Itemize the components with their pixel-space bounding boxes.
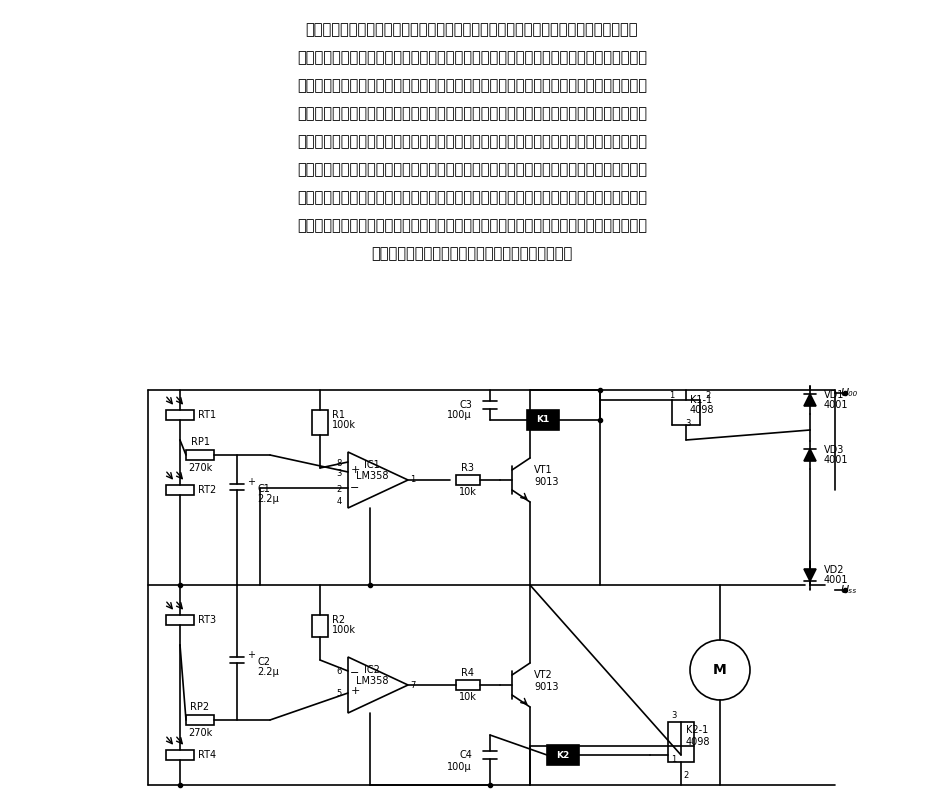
Text: 2: 2	[704, 390, 710, 399]
Text: IC1: IC1	[363, 460, 379, 470]
Text: 2.2μ: 2.2μ	[257, 667, 278, 677]
Text: 9013: 9013	[533, 477, 558, 487]
Text: 9013: 9013	[533, 682, 558, 692]
Bar	[456, 680, 480, 690]
Text: RP1: RP1	[191, 437, 210, 447]
Text: 3: 3	[336, 470, 342, 478]
Circle shape	[689, 640, 750, 700]
Text: 7: 7	[410, 681, 415, 690]
Text: −: −	[350, 668, 360, 678]
Text: C4: C4	[459, 750, 471, 760]
Text: 2.2μ: 2.2μ	[257, 494, 278, 504]
Text: 置四季全天候跟踪太阳。这里所介绍的控制电路也包括两个电压比较器，但设在其输入端的: 置四季全天候跟踪太阳。这里所介绍的控制电路也包括两个电压比较器，但设在其输入端的	[296, 134, 647, 149]
Text: 3: 3	[670, 710, 676, 719]
Text: R1: R1	[331, 410, 345, 420]
Text: Uₛₛ: Uₛₛ	[839, 585, 855, 595]
Bar	[667, 722, 693, 762]
Text: +: +	[350, 465, 360, 475]
Text: 270k: 270k	[188, 728, 211, 738]
Text: 器的上偏置电阻，另一只为下偏置电阻；一只检测太阳光照，另一只则检测环境光照，送至: 器的上偏置电阻，另一只为下偏置电阻；一只检测太阳光照，另一只则检测环境光照，送至	[296, 190, 647, 205]
Bar	[547, 745, 579, 765]
Text: LM358: LM358	[355, 471, 388, 481]
Text: C3: C3	[459, 400, 471, 410]
Text: VD3: VD3	[823, 445, 844, 455]
Text: 100μ: 100μ	[447, 410, 471, 420]
Text: VT1: VT1	[533, 465, 552, 475]
Polygon shape	[347, 452, 408, 508]
Polygon shape	[347, 657, 408, 713]
Text: 8: 8	[336, 459, 342, 469]
Text: RT2: RT2	[198, 485, 216, 495]
Text: VD2: VD2	[823, 565, 844, 575]
Text: 2: 2	[336, 486, 342, 494]
Text: RT3: RT3	[198, 615, 216, 625]
Text: U₀₀: U₀₀	[839, 388, 856, 398]
Bar	[312, 615, 328, 637]
Text: 3: 3	[684, 418, 690, 427]
Text: 5: 5	[336, 689, 342, 698]
Text: R3: R3	[461, 463, 474, 473]
Bar	[456, 475, 480, 485]
Text: R2: R2	[331, 615, 345, 625]
Polygon shape	[803, 394, 815, 406]
Polygon shape	[803, 569, 815, 581]
Text: +: +	[350, 686, 360, 696]
Text: 光敏传感器则分别由两只光敏电阻串联交叉组合而成。每一组两只光敏电阻中的一只为比较: 光敏传感器则分别由两只光敏电阻串联交叉组合而成。每一组两只光敏电阻中的一只为比较	[296, 162, 647, 177]
Text: 2: 2	[683, 770, 688, 779]
Text: K1-1: K1-1	[689, 395, 712, 405]
Text: 1: 1	[668, 390, 674, 399]
Text: 1: 1	[670, 755, 676, 765]
Text: 4098: 4098	[685, 737, 710, 747]
Text: 4001: 4001	[823, 455, 848, 465]
Text: 4001: 4001	[823, 575, 848, 585]
Text: 现有的太阳能自动跟踪控制器无外乎两种：一是使用一只光敏传感器与施密特触发器或: 现有的太阳能自动跟踪控制器无外乎两种：一是使用一只光敏传感器与施密特触发器或	[306, 22, 637, 37]
Bar	[166, 750, 194, 760]
Text: −: −	[350, 483, 360, 493]
Polygon shape	[803, 449, 815, 461]
Text: 6: 6	[336, 666, 342, 675]
Text: RT1: RT1	[198, 410, 216, 420]
Bar	[527, 410, 559, 430]
Text: RP2: RP2	[191, 702, 210, 712]
Text: +: +	[246, 650, 255, 660]
Text: 100μ: 100μ	[447, 762, 471, 772]
Text: 100k: 100k	[331, 420, 356, 430]
Text: 天候跟踪太阳，而且调试十分简单，成本也比较低。: 天候跟踪太阳，而且调试十分简单，成本也比较低。	[371, 246, 572, 261]
Text: 4001: 4001	[823, 400, 848, 410]
Text: 10k: 10k	[459, 487, 477, 497]
Bar	[166, 485, 194, 495]
Text: 比较器输入端的比较电平始终为两者光照之差。所以，本控制器能使太阳能接收装置四季全: 比较器输入端的比较电平始终为两者光照之差。所以，本控制器能使太阳能接收装置四季全	[296, 218, 647, 233]
Text: VT2: VT2	[533, 670, 552, 680]
Text: C1: C1	[257, 484, 270, 494]
Text: 1: 1	[410, 475, 414, 485]
Bar	[166, 410, 194, 420]
Bar	[186, 715, 213, 725]
Text: LM358: LM358	[355, 676, 388, 686]
Text: +: +	[246, 477, 255, 487]
Text: K1: K1	[536, 415, 549, 425]
Text: RT4: RT4	[198, 750, 216, 760]
Text: 4098: 4098	[689, 405, 714, 415]
Bar	[186, 450, 213, 460]
Bar	[312, 410, 328, 435]
Text: 4: 4	[336, 498, 342, 506]
Text: R4: R4	[461, 668, 474, 678]
Text: 单稳态触发器，构成光控施密特触发器或光控单稳态触发器来控制电机的停、转；二是使用: 单稳态触发器，构成光控施密特触发器或光控单稳态触发器来控制电机的停、转；二是使用	[296, 50, 647, 65]
Text: K2-1: K2-1	[685, 725, 707, 735]
Text: M: M	[713, 663, 726, 677]
Bar	[166, 615, 194, 625]
Text: 10k: 10k	[459, 692, 477, 702]
Text: K2: K2	[556, 750, 569, 759]
Text: C2: C2	[257, 657, 270, 667]
Text: IC2: IC2	[363, 665, 379, 675]
Text: 270k: 270k	[188, 463, 211, 473]
Text: 100k: 100k	[331, 625, 356, 635]
Text: 早晚和中午环境光和阳光的强弱变化范围都很大，所以上述两种控制器很难使太阳能接收装: 早晚和中午环境光和阳光的强弱变化范围都很大，所以上述两种控制器很难使太阳能接收装	[296, 106, 647, 121]
Text: VD1: VD1	[823, 390, 844, 400]
Text: 两只光敏传感器与两只比较器分别构成两个光控比较器控制电机的正反转。由于一年四季、: 两只光敏传感器与两只比较器分别构成两个光控比较器控制电机的正反转。由于一年四季、	[296, 78, 647, 93]
